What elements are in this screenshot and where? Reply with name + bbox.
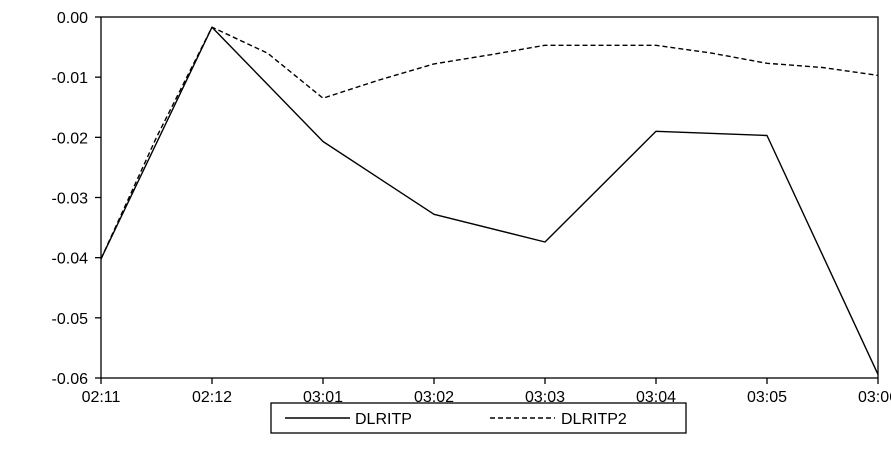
x-tick-label: 03:05 <box>747 389 787 406</box>
y-tick-label: -0.01 <box>52 70 89 87</box>
x-tick-label: 03:01 <box>303 389 343 406</box>
y-tick-label: -0.03 <box>52 191 89 208</box>
series-line-dlritp2 <box>100 26 879 260</box>
series-layer <box>100 26 879 375</box>
y-axis: 0.00 -0.01 -0.02 -0.03 -0.04 -0.05 -0.06 <box>52 10 101 388</box>
legend-box <box>270 402 687 434</box>
y-tick-label: -0.05 <box>52 311 89 328</box>
x-tick-label: 03:06 <box>858 389 891 406</box>
x-tick-label: 02:12 <box>192 389 232 406</box>
x-axis: 02:11 02:12 03:01 03:02 03:03 03:04 03:05 03:06 <box>82 378 891 406</box>
x-tick-label: 03:02 <box>414 389 454 406</box>
x-tick-label: 03:03 <box>525 389 565 406</box>
y-tick-label: -0.04 <box>52 251 89 268</box>
legend-label-dlritp: DLRITP <box>355 411 412 428</box>
legend-label-dlritp2: DLRITP2 <box>561 411 627 428</box>
x-tick-label: 02:11 <box>82 389 121 406</box>
plot-frame <box>100 16 879 379</box>
y-tick-label: -0.06 <box>52 371 89 388</box>
series-line-dlritp <box>100 26 879 375</box>
legend: DLRITP DLRITP2 <box>270 402 687 434</box>
y-tick-label: -0.02 <box>52 130 89 147</box>
x-tick-label: 03:04 <box>636 389 676 406</box>
y-tick-label: 0.00 <box>57 10 88 27</box>
